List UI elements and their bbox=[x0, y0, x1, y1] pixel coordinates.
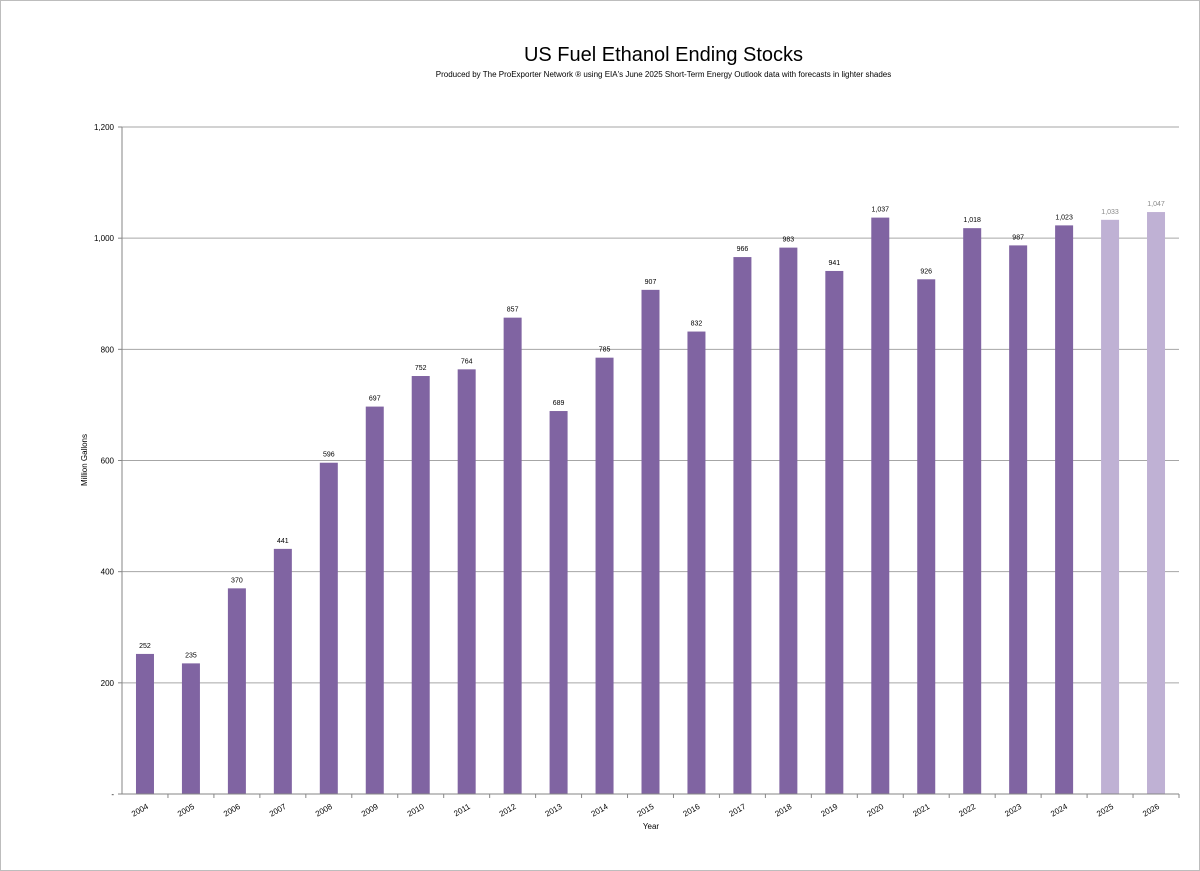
data-label: 1,018 bbox=[963, 217, 981, 224]
x-tick-label: 2014 bbox=[590, 802, 610, 819]
bar bbox=[963, 228, 982, 794]
chart-title: US Fuel Ethanol Ending Stocks bbox=[523, 44, 804, 66]
bars bbox=[135, 212, 1166, 795]
x-tick-label: 2018 bbox=[773, 802, 793, 819]
x-tick-label: 2013 bbox=[544, 802, 564, 819]
x-tick-label: 2022 bbox=[957, 802, 977, 819]
data-label: 907 bbox=[645, 279, 657, 286]
data-label: 926 bbox=[920, 268, 932, 275]
bar bbox=[411, 376, 430, 794]
data-label: 1,023 bbox=[1055, 214, 1073, 221]
x-tick-label: 2023 bbox=[1003, 802, 1023, 819]
data-label: 983 bbox=[783, 237, 795, 244]
bar bbox=[733, 257, 752, 794]
bar bbox=[825, 270, 844, 795]
data-labels: 252 235 370 441 596 697 752 764 857 689 785 907 832 9… bbox=[139, 201, 1165, 659]
data-label: 1,047 bbox=[1147, 201, 1165, 208]
y-tick-label: 200 bbox=[101, 679, 115, 688]
bar bbox=[503, 317, 522, 794]
x-axis-title: Year bbox=[643, 822, 660, 831]
data-label: 832 bbox=[691, 321, 703, 328]
bar bbox=[273, 548, 292, 794]
bar bbox=[1009, 245, 1028, 794]
data-label: 987 bbox=[1012, 234, 1024, 241]
data-label: 370 bbox=[231, 577, 243, 584]
x-tick-label: 2012 bbox=[498, 802, 518, 819]
y-tick-label: 1,200 bbox=[94, 123, 115, 132]
data-label: 966 bbox=[737, 246, 749, 253]
data-label: 1,033 bbox=[1101, 209, 1119, 216]
forecast-bar bbox=[1147, 212, 1166, 795]
forecast-bar bbox=[1101, 219, 1120, 795]
chart-subtitle: Produced by The ProExporter Network ® us… bbox=[435, 70, 892, 79]
x-tick-label: 2024 bbox=[1049, 802, 1069, 819]
y-tick-label: 800 bbox=[101, 345, 115, 354]
bar bbox=[641, 289, 660, 794]
y-tick-label: 600 bbox=[101, 457, 115, 466]
x-tick-label: 2021 bbox=[911, 802, 931, 819]
data-label: 596 bbox=[323, 452, 335, 459]
y-tick-label: - bbox=[111, 790, 114, 799]
x-tick-label: 2020 bbox=[865, 802, 885, 819]
bar bbox=[917, 279, 936, 794]
x-tick-label: 2025 bbox=[1095, 802, 1115, 819]
x-tick-label: 2011 bbox=[452, 802, 472, 819]
data-label: 752 bbox=[415, 365, 427, 372]
data-label: 857 bbox=[507, 307, 519, 314]
bar bbox=[365, 406, 384, 794]
x-tick-label: 2016 bbox=[682, 802, 702, 819]
data-label: 1,037 bbox=[872, 207, 890, 214]
x-tick-label: 2006 bbox=[222, 802, 242, 819]
data-label: 252 bbox=[139, 643, 151, 650]
data-label: 689 bbox=[553, 400, 565, 407]
bar bbox=[1055, 225, 1074, 794]
x-tick-label: 2010 bbox=[406, 802, 426, 819]
x-tick-label: 2004 bbox=[130, 802, 150, 819]
y-axis-title: Million Gallons bbox=[80, 434, 89, 486]
data-label: 785 bbox=[599, 347, 611, 354]
x-tick-label: 2008 bbox=[314, 802, 334, 819]
bar bbox=[457, 369, 476, 794]
data-label: 697 bbox=[369, 396, 381, 403]
x-tick-label: 2009 bbox=[360, 802, 380, 819]
bar bbox=[687, 331, 706, 794]
data-label: 441 bbox=[277, 538, 289, 545]
bar bbox=[135, 653, 154, 794]
x-tick-label: 2019 bbox=[819, 802, 839, 819]
y-tick-label: 400 bbox=[101, 568, 115, 577]
bar bbox=[871, 217, 890, 794]
bar bbox=[181, 663, 200, 794]
bar bbox=[319, 462, 338, 794]
x-tick-label: 2005 bbox=[176, 802, 196, 819]
x-tick-label: 2015 bbox=[636, 802, 656, 819]
data-label: 235 bbox=[185, 652, 197, 659]
bar bbox=[595, 357, 614, 794]
x-tick-label: 2007 bbox=[268, 802, 288, 819]
x-tick-label: 2026 bbox=[1141, 802, 1161, 819]
bar bbox=[227, 588, 246, 794]
bar bbox=[549, 411, 568, 794]
bar bbox=[779, 247, 798, 794]
data-label: 764 bbox=[461, 358, 473, 365]
data-label: 941 bbox=[828, 260, 840, 267]
x-tick-label: 2017 bbox=[728, 802, 748, 819]
y-tick-label: 1,000 bbox=[94, 234, 115, 243]
